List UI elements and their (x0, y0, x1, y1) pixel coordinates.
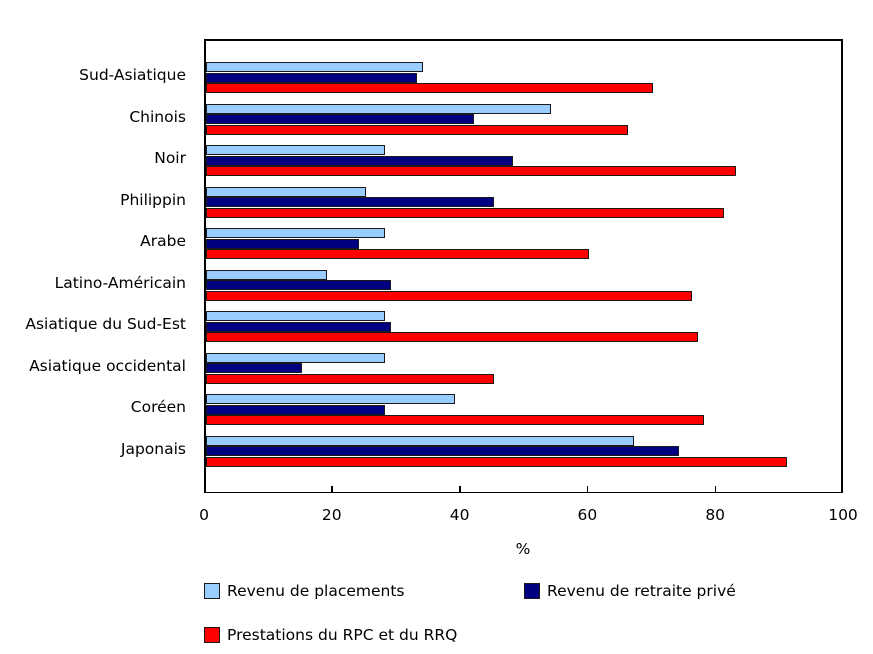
category-label: Japonais (120, 439, 186, 458)
legend-label: Revenu de placements (227, 582, 405, 600)
legend-swatch-icon (524, 583, 540, 599)
legend-swatch-icon (204, 583, 220, 599)
bar (206, 145, 385, 155)
bar (206, 435, 635, 446)
x-tick-label: 20 (321, 506, 342, 524)
bar (206, 62, 424, 72)
bar (206, 456, 788, 467)
legend-item-revenu-de-retraite-prive: Revenu de retraite privé (524, 582, 736, 600)
category-label: Arabe (140, 232, 186, 250)
bar (206, 155, 513, 166)
bar (206, 321, 392, 332)
bar (206, 197, 494, 207)
x-axis-label: % (515, 540, 531, 558)
legend-swatch-icon (204, 627, 220, 643)
x-tick (714, 486, 717, 493)
plot-area (204, 39, 843, 493)
category-label: Noir (154, 149, 186, 167)
bar (206, 415, 705, 425)
category-label: Philippin (120, 190, 186, 209)
bar (206, 207, 724, 218)
bar (206, 269, 328, 280)
x-tick-label: 100 (828, 506, 858, 524)
category-label: Chinois (129, 107, 186, 126)
bar (206, 332, 699, 342)
bar (206, 404, 385, 415)
bar (206, 280, 392, 290)
bar (206, 352, 385, 363)
bar (206, 238, 360, 249)
x-tick-label: 60 (577, 506, 598, 524)
x-tick (586, 486, 589, 493)
legend-label: Revenu de retraite privé (547, 582, 736, 600)
legend-label: Prestations du RPC et du RRQ (227, 626, 458, 644)
bar (206, 72, 417, 83)
bar (206, 114, 475, 124)
bar (206, 249, 590, 259)
bar (206, 394, 456, 404)
x-tick-label: 80 (705, 506, 726, 524)
category-label: Coréen (130, 398, 186, 416)
category-label: Asiatique occidental (29, 356, 186, 375)
bar (206, 290, 692, 301)
bar (206, 166, 737, 176)
bar (206, 124, 628, 135)
bar (206, 186, 366, 197)
x-tick (459, 486, 461, 493)
x-tick-label: 40 (449, 506, 470, 524)
bar (206, 446, 679, 456)
bar (206, 363, 302, 373)
legend-item-prestations-rpc-rrq: Prestations du RPC et du RRQ (204, 626, 457, 644)
bar (206, 228, 385, 238)
category-label: Asiatique du Sud-Est (25, 315, 186, 333)
bar (206, 83, 654, 93)
legend-item-revenu-de-placements: Revenu de placements (204, 582, 405, 600)
bar (206, 373, 494, 384)
x-tick-label: 0 (199, 506, 209, 524)
bar (206, 311, 385, 321)
category-label: Latino-Américain (54, 273, 186, 292)
bar (206, 103, 552, 114)
x-tick (331, 486, 333, 493)
category-label: Sud-Asiatique (79, 66, 186, 84)
